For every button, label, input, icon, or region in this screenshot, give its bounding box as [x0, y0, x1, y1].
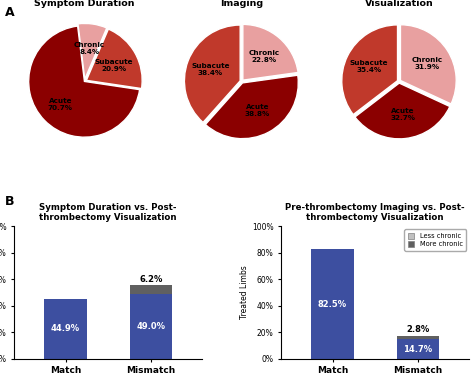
Text: Subacute
20.9%: Subacute 20.9%: [94, 58, 133, 72]
Text: 2.8%: 2.8%: [406, 324, 429, 333]
Bar: [397, 339, 439, 359]
Bar: [129, 294, 173, 359]
Text: 49.0%: 49.0%: [137, 322, 165, 331]
Text: 6.2%: 6.2%: [139, 275, 163, 284]
Text: Acute
38.8%: Acute 38.8%: [245, 105, 270, 117]
Text: Subacute
35.4%: Subacute 35.4%: [350, 60, 388, 73]
Title: Pre-thrombectomy Imaging vs. Post-
thrombectomy Visualization: Pre-thrombectomy Imaging vs. Post- throm…: [285, 203, 465, 222]
Title: Pre-thrombectomy
Imaging: Pre-thrombectomy Imaging: [191, 0, 292, 8]
Title: Symptom Duration: Symptom Duration: [34, 0, 135, 8]
Text: Subacute
38.4%: Subacute 38.4%: [191, 63, 230, 76]
Text: 82.5%: 82.5%: [318, 300, 347, 308]
Wedge shape: [184, 25, 240, 122]
Title: Symptom Duration vs. Post-
thrombectomy Visualization: Symptom Duration vs. Post- thrombectomy …: [39, 203, 177, 222]
Text: 44.9%: 44.9%: [51, 324, 80, 333]
Text: Acute
32.7%: Acute 32.7%: [390, 108, 415, 121]
Legend: Less chronic, More chronic: Less chronic, More chronic: [404, 229, 466, 250]
Wedge shape: [205, 75, 298, 139]
Wedge shape: [401, 25, 456, 104]
Wedge shape: [342, 25, 398, 115]
Bar: [311, 249, 354, 359]
Text: Chronic
8.4%: Chronic 8.4%: [73, 42, 105, 55]
Y-axis label: Treated Limbs: Treated Limbs: [240, 266, 249, 319]
Bar: [397, 335, 439, 339]
Text: Chronic
22.8%: Chronic 22.8%: [248, 50, 279, 63]
Wedge shape: [28, 26, 140, 137]
Wedge shape: [86, 29, 142, 89]
Bar: [44, 299, 87, 359]
Wedge shape: [243, 25, 298, 80]
Title: Post-thrombectomy
Visualization: Post-thrombectomy Visualization: [346, 0, 452, 8]
Wedge shape: [78, 23, 107, 79]
Bar: [129, 285, 173, 294]
Text: Acute
70.7%: Acute 70.7%: [48, 98, 73, 111]
Text: Chronic
31.9%: Chronic 31.9%: [412, 57, 443, 70]
Text: 14.7%: 14.7%: [403, 344, 433, 354]
Text: B: B: [5, 195, 14, 208]
Wedge shape: [355, 83, 450, 139]
Text: A: A: [5, 6, 14, 19]
